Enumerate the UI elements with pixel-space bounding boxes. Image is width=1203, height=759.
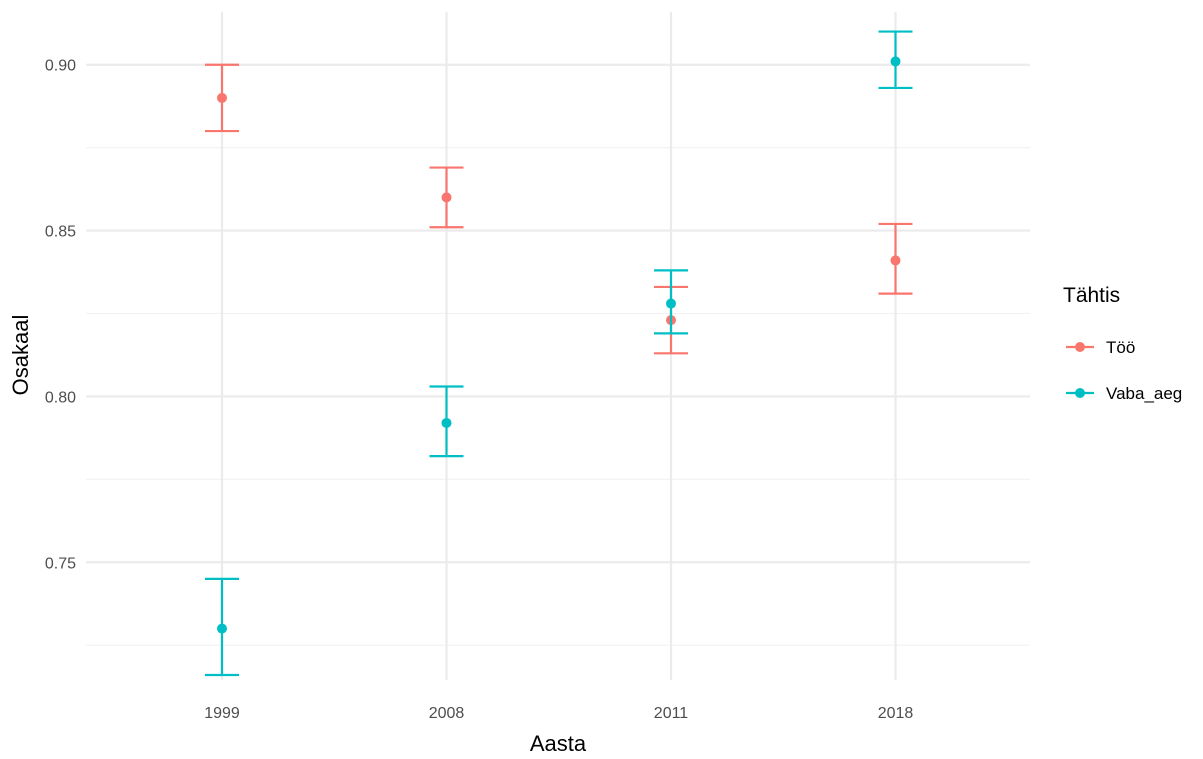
- y-axis-title: Osakaal: [8, 315, 33, 396]
- data-point: [217, 623, 227, 634]
- data-point: [441, 417, 452, 428]
- legend: Tähtis Töö Vaba_aeg: [1063, 284, 1182, 403]
- x-tick-label: 1999: [204, 705, 240, 722]
- x-axis-title: Aasta: [530, 731, 587, 756]
- x-tick-label: 2008: [429, 705, 465, 722]
- y-tick-label: 0.80: [45, 389, 76, 406]
- data-point: [441, 192, 452, 203]
- x-tick-label: 2011: [654, 705, 689, 722]
- data-point: [666, 298, 676, 309]
- legend-items: Töö Vaba_aeg: [1066, 338, 1182, 403]
- legend-title: Tähtis: [1063, 284, 1120, 307]
- x-axis-ticks: 1999 2008 2011 2018: [204, 705, 913, 722]
- series-t-: [205, 63, 913, 355]
- y-tick-label: 0.90: [45, 58, 76, 75]
- y-tick-label: 0.75: [45, 555, 76, 572]
- legend-key-point: [1075, 342, 1085, 352]
- data-marks: [205, 30, 913, 677]
- series-vaba-aeg: [205, 30, 913, 677]
- grid-minor: [86, 147, 1030, 646]
- grid-major: [86, 12, 1030, 680]
- legend-item: Vaba_aeg: [1066, 384, 1182, 403]
- y-tick-label: 0.85: [45, 224, 76, 241]
- legend-item: Töö: [1066, 338, 1135, 357]
- data-point: [890, 255, 901, 266]
- data-point: [890, 56, 901, 67]
- legend-label: Töö: [1106, 338, 1135, 357]
- x-tick-label: 2018: [878, 705, 914, 722]
- legend-key-point: [1075, 388, 1085, 398]
- data-point: [217, 92, 227, 103]
- y-axis-ticks: 0.75 0.80 0.85 0.90: [45, 58, 76, 573]
- legend-label: Vaba_aeg: [1106, 384, 1182, 403]
